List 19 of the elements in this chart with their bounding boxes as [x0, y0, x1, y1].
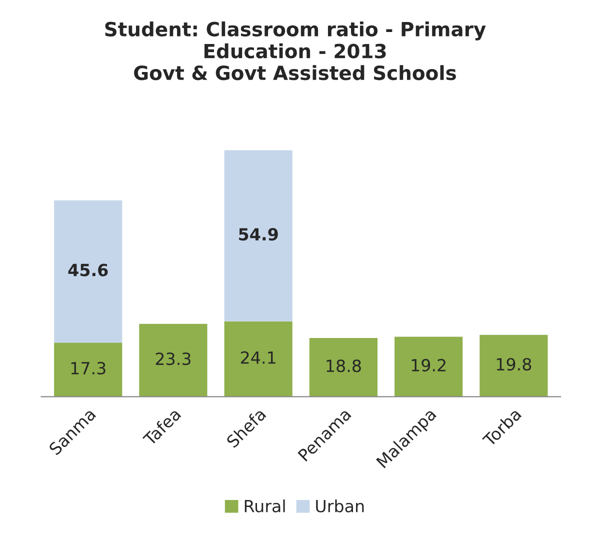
chart-title: Student: Classroom ratio - Primary Education - 2013 Govt & Govt Assisted Schools: [105, 21, 486, 80]
data-label: 23.3: [156, 352, 190, 366]
bar: [54, 200, 122, 343]
bar: [394, 336, 463, 397]
bar: [224, 150, 292, 322]
data-label: 19.2: [412, 358, 446, 372]
bar: [224, 321, 292, 397]
data-label: 18.8: [326, 360, 361, 372]
bar: [54, 342, 122, 397]
data-label: 17.3: [71, 362, 106, 374]
legend-label: Urban: [316, 500, 364, 512]
data-label: 24.1: [241, 351, 276, 364]
bar: [480, 334, 548, 397]
data-label: 19.8: [496, 358, 532, 371]
data-label: 54.9: [239, 228, 278, 241]
bar: [139, 324, 208, 397]
bar: [309, 338, 378, 397]
data-label: 45.6: [68, 264, 108, 276]
legend-label: Rural: [244, 500, 285, 512]
